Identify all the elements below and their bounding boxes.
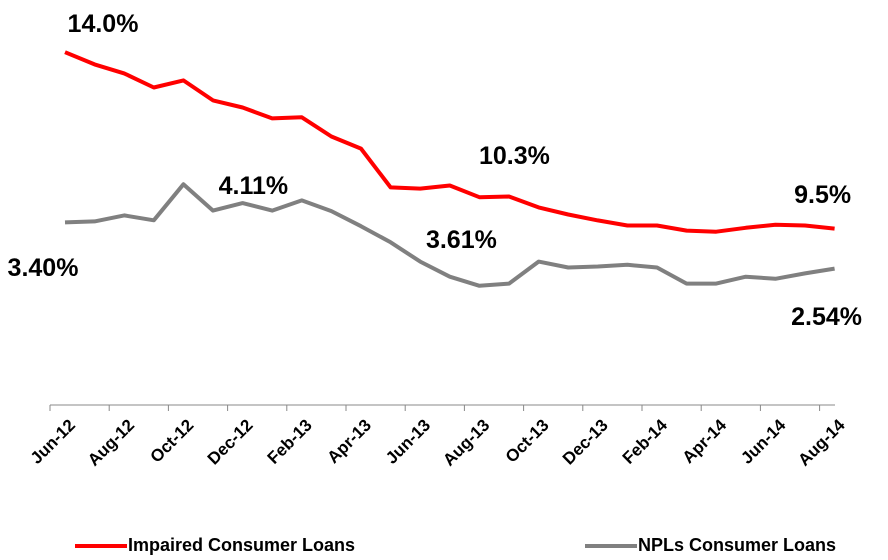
data-label: 10.3%: [479, 142, 550, 170]
x-tick-label: Dec-12: [204, 416, 257, 469]
series-line: [64, 182, 835, 288]
legend-label: NPLs Consumer Loans: [638, 535, 836, 555]
data-label: 3.61%: [426, 226, 497, 254]
data-label: 2.54%: [791, 303, 862, 331]
x-tick-label: Jun-13: [382, 416, 434, 468]
data-label: 14.0%: [68, 10, 139, 38]
data-label: 4.11%: [219, 172, 289, 200]
x-tick-label: Aug-13: [439, 416, 493, 470]
x-tick-label: Jun-12: [27, 416, 79, 468]
x-tick-label: Oct-12: [147, 416, 198, 467]
data-label: 9.5%: [794, 181, 851, 209]
legend-label: Impaired Consumer Loans: [128, 535, 355, 555]
x-tick-label: Aug-14: [794, 415, 849, 470]
x-tick-label: Apr-14: [679, 415, 731, 467]
data-label: 3.40%: [8, 254, 79, 282]
x-tick-label: Feb-14: [619, 415, 672, 468]
x-tick-label: Aug-12: [84, 416, 138, 470]
x-tick-label: Oct-13: [502, 416, 553, 467]
x-tick-label: Dec-13: [559, 416, 612, 469]
x-tick-label: Jun-14: [737, 415, 790, 468]
x-tick-label: Apr-13: [323, 416, 375, 468]
series-line: [64, 50, 835, 234]
x-tick-label: Feb-13: [264, 416, 316, 468]
